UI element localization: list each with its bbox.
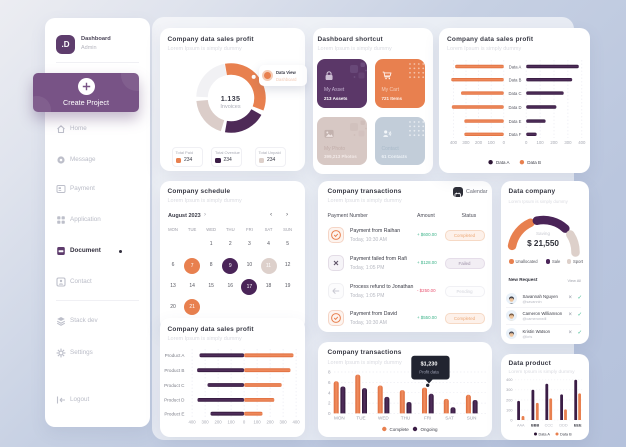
svg-text:AAA: AAA <box>516 424 524 428</box>
svg-text:Product E: Product E <box>164 412 184 417</box>
svg-text:Profit data: Profit data <box>419 370 439 375</box>
svg-text:MON: MON <box>334 416 345 421</box>
svg-text:200: 200 <box>266 420 274 425</box>
svg-text:400: 400 <box>188 420 196 425</box>
svg-text:0: 0 <box>328 411 331 416</box>
svg-text:Product B: Product B <box>164 368 184 373</box>
svg-text:100: 100 <box>537 140 545 145</box>
svg-text:CCC: CCC <box>544 424 552 428</box>
svg-text:100: 100 <box>488 140 496 145</box>
svg-text:Data A: Data A <box>538 433 550 437</box>
svg-text:WED: WED <box>378 416 389 421</box>
svg-text:Data C: Data C <box>508 91 521 96</box>
svg-text:Complete: Complete <box>390 427 410 432</box>
svg-text:Data A: Data A <box>496 160 510 165</box>
svg-text:100: 100 <box>506 408 512 412</box>
svg-text:2: 2 <box>328 401 331 406</box>
svg-text:Product A: Product A <box>164 353 185 358</box>
svg-text:300: 300 <box>506 388 512 392</box>
svg-text:400: 400 <box>292 420 300 425</box>
svg-text:0: 0 <box>510 418 512 422</box>
svg-text:6: 6 <box>328 380 331 385</box>
svg-text:SUN: SUN <box>467 416 477 421</box>
svg-text:100: 100 <box>227 420 235 425</box>
svg-text:200: 200 <box>506 398 512 402</box>
svg-text:8: 8 <box>328 370 331 375</box>
svg-text:100: 100 <box>253 420 261 425</box>
svg-text:TUE: TUE <box>356 416 365 421</box>
svg-text:FRI: FRI <box>424 416 431 421</box>
svg-text:BBB: BBB <box>530 424 538 428</box>
svg-text:0: 0 <box>503 140 506 145</box>
svg-text:300: 300 <box>201 420 209 425</box>
svg-text:0: 0 <box>242 420 245 425</box>
svg-text:Product D: Product D <box>164 398 185 403</box>
svg-text:200: 200 <box>475 140 483 145</box>
svg-text:200: 200 <box>550 140 558 145</box>
svg-text:300: 300 <box>462 140 470 145</box>
svg-text:400: 400 <box>578 140 586 145</box>
svg-text:Data E: Data E <box>509 119 522 124</box>
svg-text:Data B: Data B <box>560 433 572 437</box>
svg-text:Data B: Data B <box>509 78 522 83</box>
svg-text:300: 300 <box>564 140 572 145</box>
svg-text:$1,230: $1,230 <box>421 362 438 368</box>
svg-text:0: 0 <box>525 140 528 145</box>
svg-text:Data A: Data A <box>509 64 522 69</box>
svg-text:Data B: Data B <box>527 160 541 165</box>
svg-text:300: 300 <box>279 420 287 425</box>
svg-text:EEE: EEE <box>573 424 581 428</box>
svg-text:400: 400 <box>506 378 512 382</box>
svg-text:THU: THU <box>401 416 410 421</box>
svg-text:SAT: SAT <box>445 416 454 421</box>
svg-text:Ongoing: Ongoing <box>421 427 439 432</box>
svg-text:400: 400 <box>450 140 458 145</box>
svg-text:DDD: DDD <box>559 424 567 428</box>
svg-text:Data D: Data D <box>508 105 521 110</box>
svg-text:Data F: Data F <box>509 132 522 137</box>
svg-text:200: 200 <box>214 420 222 425</box>
svg-text:Product C: Product C <box>164 383 185 388</box>
svg-text:4: 4 <box>328 390 331 395</box>
